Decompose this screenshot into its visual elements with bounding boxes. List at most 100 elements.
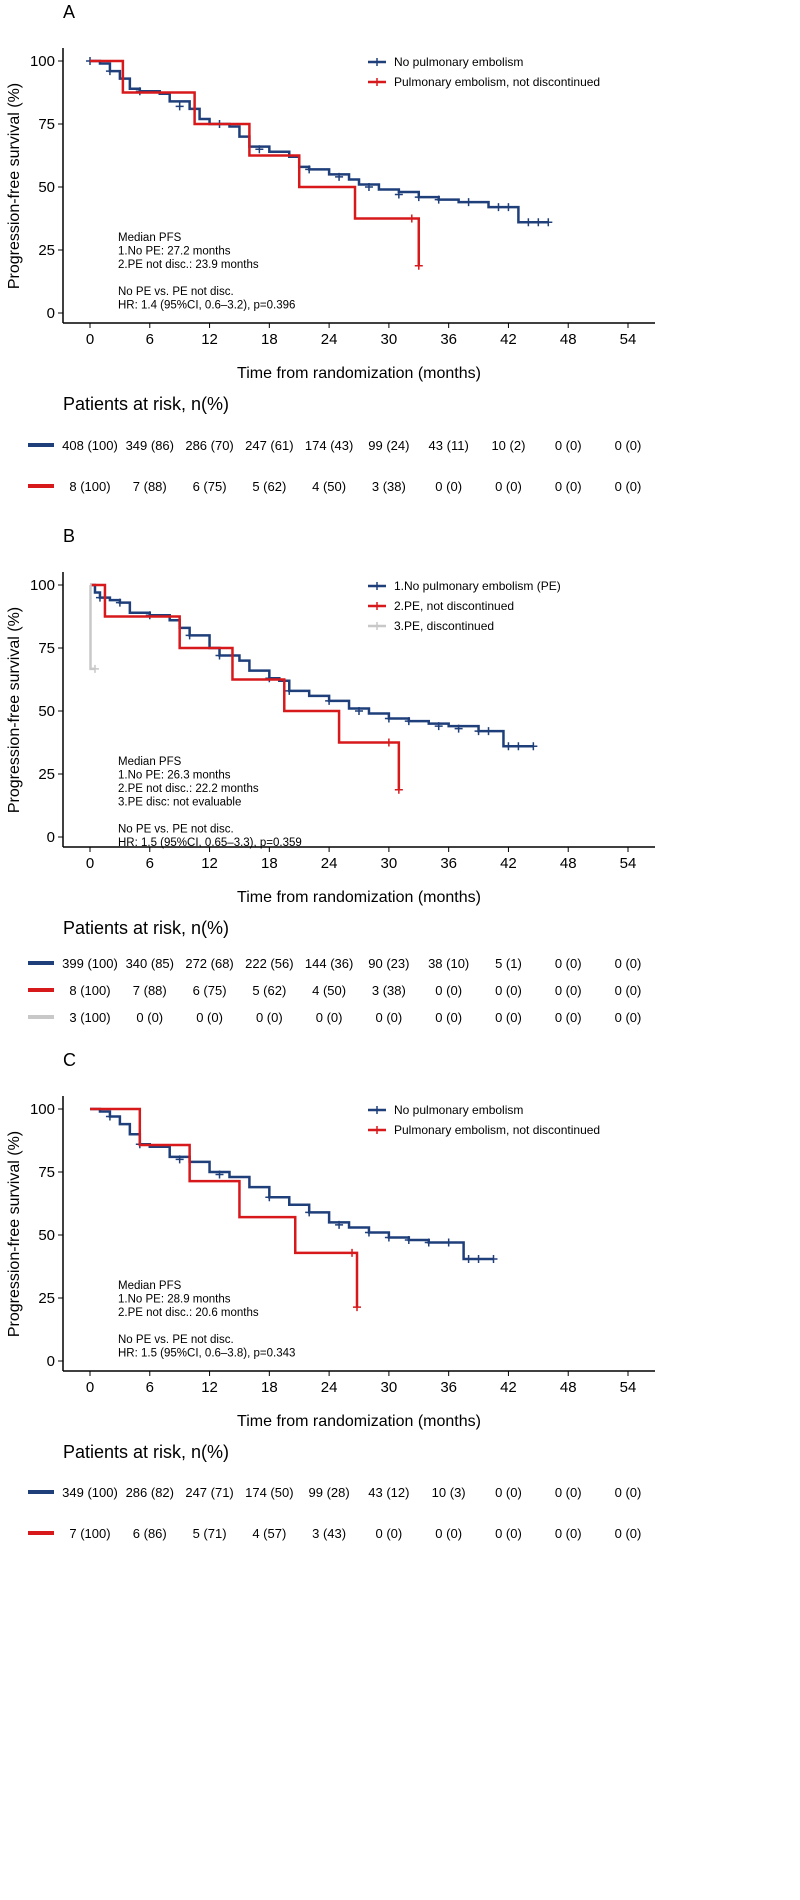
censor-mark [407,214,416,223]
x-tick-label: 36 [440,331,457,348]
x-tick-label: 36 [440,1379,457,1396]
risk-cell: 3 (43) [312,1526,346,1541]
censor-mark [544,218,553,227]
series-line-1 [90,583,401,790]
risk-cell: 399 (100) [62,956,118,971]
censor-mark [504,203,513,212]
x-tick-label: 24 [321,331,338,348]
x-tick-label: 42 [500,1379,517,1396]
risk-cell: 5 (62) [252,479,286,494]
risk-cell: 247 (71) [185,1485,233,1500]
risk-cell: 0 (0) [615,983,642,998]
censor-mark [145,611,154,620]
censor-mark [305,1208,314,1217]
risk-cell: 99 (24) [368,438,409,453]
censor-mark [364,1228,373,1237]
risk-cell: 144 (36) [305,956,353,971]
annotation-line: 1.No PE: 26.3 months [118,770,231,782]
y-tick-label: 25 [38,242,55,259]
censor-mark [504,742,513,751]
censor-mark [384,738,393,747]
censor-mark [434,195,443,204]
censor-mark [305,165,314,174]
risk-cell: 6 (75) [193,479,227,494]
x-tick-label: 6 [146,1379,154,1396]
risk-cell: 0 (0) [435,983,462,998]
risk-cell: 0 (0) [555,1526,582,1541]
censor-mark [444,1238,453,1247]
annotation-line: 1.No PE: 27.2 months [118,246,231,258]
censor-mark [464,198,473,207]
censor-mark [265,674,274,683]
risk-cell: 0 (0) [555,438,582,453]
legend-label: No pulmonary embolism [394,55,523,69]
legend-label: Pulmonary embolism, not discontinued [394,75,600,89]
risk-cell: 4 (50) [312,983,346,998]
risk-cell: 222 (56) [245,956,293,971]
x-tick-label: 0 [86,1379,94,1396]
x-tick-label: 54 [620,331,637,348]
y-tick-label: 75 [38,1164,55,1181]
risk-cell: 0 (0) [555,956,582,971]
x-tick-label: 0 [86,331,94,348]
annotation-line: No PE vs. PE not disc. [118,1334,234,1346]
y-tick-label: 75 [38,640,55,657]
censor-mark [534,218,543,227]
risk-cell: 247 (61) [245,438,293,453]
legend-label: Pulmonary embolism, not discontinued [394,1123,600,1137]
annotation-line: Median PFS [118,756,182,768]
annotation-line: 2.PE not disc.: 22.2 months [118,783,259,795]
x-tick-label: 30 [381,331,398,348]
annotation-line: No PE vs. PE not disc. [118,824,234,836]
risk-cell: 90 (23) [368,956,409,971]
x-tick-label: 42 [500,331,517,348]
risk-cell: 4 (50) [312,479,346,494]
y-tick-label: 100 [30,577,55,594]
panel-a: A 0 6 12 18 24 30 36 42 48 54 0 25 50 75 100 Time from r… [6,2,655,494]
risk-cell: 0 (0) [435,479,462,494]
annotation-line: 3.PE disc: not evaluable [118,797,241,809]
censor-mark [484,727,493,736]
risk-cell: 174 (50) [245,1485,293,1500]
x-tick-label: 6 [146,331,154,348]
x-tick-label: 36 [440,855,457,872]
risk-cell: 6 (75) [193,983,227,998]
risk-cell: 0 (0) [555,1485,582,1500]
annotation-line: HR: 1.5 (95%CI, 0.65–3.3), p=0.359 [118,837,302,849]
censor-mark [355,707,363,715]
x-tick-label: 18 [261,855,278,872]
panel-label: C [63,1050,76,1070]
risk-cell: 0 (0) [136,1010,163,1025]
x-tick-label: 12 [201,331,218,348]
series-line-1 [90,59,421,266]
x-tick-label: 30 [381,855,398,872]
censor-mark [215,1170,224,1179]
censor-mark [115,598,124,607]
y-tick-label: 50 [38,1227,55,1244]
censor-mark [105,1112,114,1121]
censor-mark [353,1303,362,1312]
annotation-line: No PE vs. PE not disc. [118,286,234,298]
censor-mark [335,1220,344,1229]
risk-table-title: Patients at risk, n(%) [63,1442,229,1462]
annotation-line: HR: 1.5 (95%CI, 0.6–3.8), p=0.343 [118,1348,295,1360]
risk-cell: 3 (38) [372,983,406,998]
risk-cell: 3 (38) [372,479,406,494]
censor-mark [474,1254,483,1263]
censor-mark [335,172,344,181]
censor-mark [255,145,264,154]
risk-cell: 0 (0) [615,1526,642,1541]
censor-mark [364,183,373,191]
x-axis-label: Time from randomization (months) [237,889,481,906]
censor-mark [90,664,99,673]
censor-mark [394,190,403,199]
y-tick-label: 25 [38,766,55,783]
annotation-line: 1.No PE: 28.9 months [118,1294,231,1306]
risk-cell: 0 (0) [555,479,582,494]
risk-cell: 8 (100) [69,479,110,494]
censor-mark [265,1193,274,1202]
censor-mark [514,742,523,751]
x-tick-label: 54 [620,855,637,872]
risk-cell: 5 (1) [495,956,522,971]
risk-cell: 0 (0) [196,1010,223,1025]
